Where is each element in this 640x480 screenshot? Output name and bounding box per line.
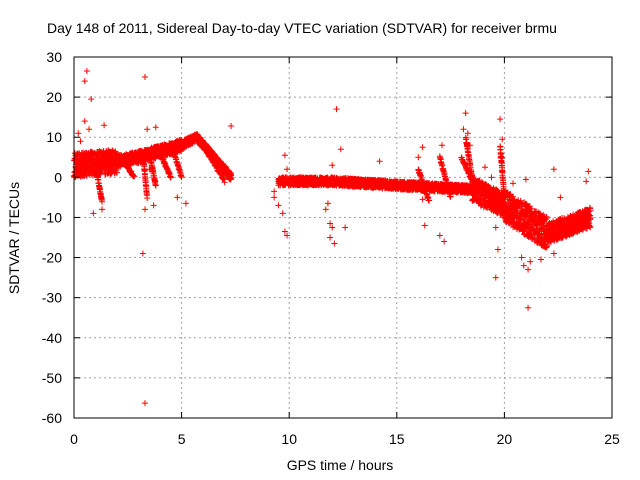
outlier-point-10 [142, 74, 149, 81]
outlier-point-28 [271, 188, 278, 195]
outlier-point-4 [86, 126, 93, 133]
outlier-point-47 [462, 110, 469, 117]
x-tick-label: 5 [178, 431, 186, 447]
outlier-point-3 [81, 118, 88, 125]
outlier-point-62 [520, 262, 527, 269]
outlier-point-33 [331, 240, 338, 247]
y-tick-label: 0 [54, 169, 62, 185]
plot-frame [73, 56, 613, 419]
outlier-point-36 [322, 206, 329, 213]
outlier-point-48 [460, 126, 467, 133]
data-points [71, 68, 594, 407]
outlier-point-49 [464, 130, 471, 137]
outlier-point-43 [415, 154, 422, 161]
outlier-point-15 [142, 206, 149, 213]
outlier-point-38 [329, 162, 336, 169]
outlier-point-22 [275, 202, 282, 209]
outlier-point-24 [284, 166, 291, 173]
y-tick-label: -10 [42, 209, 62, 225]
outlier-point-5 [101, 122, 108, 129]
outlier-point-7 [77, 138, 84, 145]
outlier-point-37 [342, 224, 349, 231]
y-tick-labels: 30 20 10 0 -10 -20 -30 -40 -50 -60 [42, 49, 62, 426]
outlier-point-0 [83, 68, 90, 75]
x-tick-label: 10 [281, 431, 297, 447]
outlier-point-2 [88, 96, 95, 103]
outlier-point-50 [466, 142, 473, 149]
outlier-point-12 [152, 124, 159, 131]
y-tick-label: -30 [42, 290, 62, 306]
outlier-point-46 [441, 238, 448, 245]
outlier-point-68 [550, 166, 557, 173]
sdtvar-dense-points [71, 131, 594, 251]
outlier-point-67 [550, 250, 557, 257]
outlier-point-60 [522, 176, 529, 183]
outlier-point-41 [419, 144, 426, 151]
outlier-point-27 [284, 232, 291, 239]
outlier-point-65 [525, 304, 532, 311]
outlier-point-11 [144, 126, 151, 133]
outlier-point-39 [376, 158, 383, 165]
outlier-point-57 [499, 136, 506, 143]
outlier-point-17 [146, 166, 153, 173]
outlier-point-71 [583, 178, 590, 185]
y-tick-label: -20 [42, 250, 62, 266]
outlier-point-19 [182, 200, 189, 207]
outlier-point-64 [527, 258, 534, 265]
x-tick-labels: 0 5 10 15 20 25 [70, 431, 620, 447]
x-tick-label: 15 [389, 431, 405, 447]
outlier-point-18 [174, 194, 181, 201]
outlier-point-14 [142, 400, 149, 407]
outlier-point-55 [492, 274, 499, 281]
outlier-point-32 [327, 234, 334, 241]
outlier-point-42 [421, 222, 428, 229]
outlier-point-53 [492, 224, 499, 231]
outlier-point-69 [557, 194, 564, 201]
outlier-point-58 [499, 154, 506, 161]
outlier-point-61 [518, 254, 525, 261]
outlier-point-23 [281, 152, 288, 159]
y-tick-label: 10 [46, 129, 62, 145]
outlier-point-70 [585, 168, 592, 175]
y-tick-label: 30 [46, 49, 62, 65]
outlier-point-54 [494, 246, 501, 253]
outlier-point-56 [497, 116, 504, 123]
outlier-point-30 [327, 220, 334, 227]
outlier-point-66 [537, 256, 544, 263]
y-tick-label: -50 [42, 370, 62, 386]
outlier-point-44 [438, 142, 445, 149]
chart-title: Day 148 of 2011, Sidereal Day-to-day VTE… [47, 20, 557, 36]
x-axis-label: GPS time / hours [287, 457, 394, 473]
outlier-point-9 [98, 206, 105, 213]
outlier-point-52 [488, 174, 495, 181]
y-tick-label: -60 [42, 410, 62, 426]
outlier-point-40 [419, 196, 426, 203]
outlier-point-63 [525, 266, 532, 273]
x-tick-label: 0 [70, 431, 78, 447]
outlier-point-45 [436, 232, 443, 239]
outlier-point-29 [324, 200, 331, 207]
outlier-point-34 [333, 106, 340, 113]
outlier-point-13 [139, 250, 146, 257]
outlier-point-51 [482, 164, 489, 171]
outlier-point-1 [81, 78, 88, 85]
y-tick-label: 20 [46, 89, 62, 105]
outlier-point-59 [510, 180, 517, 187]
x-tick-label: 20 [497, 431, 513, 447]
outlier-point-31 [329, 224, 336, 231]
y-tick-label: -40 [42, 330, 62, 346]
outlier-point-6 [75, 130, 82, 137]
outlier-point-16 [150, 202, 157, 209]
outlier-point-26 [281, 228, 288, 235]
outlier-point-8 [90, 210, 97, 217]
outlier-point-25 [279, 210, 286, 217]
tick-marks [73, 56, 613, 419]
x-tick-label: 25 [604, 431, 620, 447]
y-axis-label: SDTVAR / TECUs [6, 182, 22, 294]
grid-lines [74, 57, 612, 418]
outlier-point-20 [228, 122, 235, 129]
outlier-point-35 [337, 146, 344, 153]
outlier-point-21 [271, 194, 278, 201]
